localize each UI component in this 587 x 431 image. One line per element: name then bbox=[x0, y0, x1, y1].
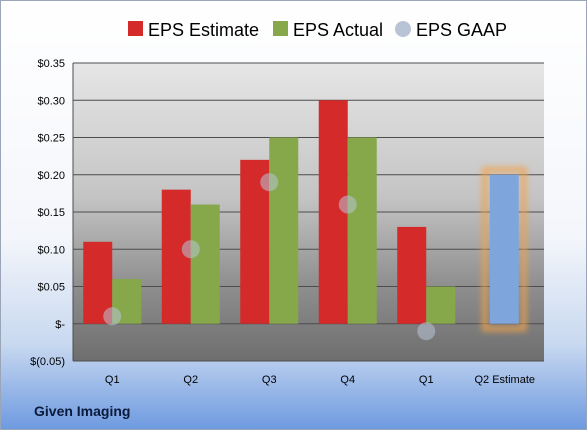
x-tick-label: Q3 bbox=[262, 374, 277, 386]
y-tick-label: $0.05 bbox=[37, 282, 65, 294]
legend-label-estimate: EPS Estimate bbox=[148, 20, 259, 40]
x-tick-label: Q1 bbox=[419, 374, 434, 386]
gaap-point bbox=[181, 240, 200, 259]
legend-swatch-gaap bbox=[395, 21, 411, 37]
y-tick-label: $0.30 bbox=[37, 95, 65, 107]
x-tick-label: Q2 Estimate bbox=[474, 374, 535, 386]
y-tick-label: $(0.05) bbox=[30, 356, 65, 368]
legend-label-gaap: EPS GAAP bbox=[416, 20, 507, 40]
bar-actual bbox=[426, 286, 456, 324]
legend-swatch-estimate bbox=[128, 21, 143, 36]
x-tick-label: Q2 bbox=[183, 374, 198, 386]
gaap-point bbox=[417, 322, 436, 341]
gaap-point bbox=[260, 173, 279, 192]
x-axis-ticks: Q1 Q2 Q3 Q4 Q1 Q2 Estimate bbox=[105, 374, 535, 386]
legend-swatch-actual bbox=[273, 21, 288, 36]
y-tick-label: $0.25 bbox=[37, 133, 65, 145]
legend-label-actual: EPS Actual bbox=[293, 20, 383, 40]
y-tick-label: $0.20 bbox=[37, 170, 65, 182]
gaap-point bbox=[103, 307, 122, 326]
y-tick-label: $0.35 bbox=[37, 58, 65, 70]
y-tick-label: $0.10 bbox=[37, 244, 65, 256]
y-axis-ticks: $0.35 $0.30 $0.25 $0.20 $0.15 $0.10 $0.05 $- $(0… bbox=[30, 58, 65, 368]
x-tick-label: Q1 bbox=[105, 374, 120, 386]
bar-actual bbox=[269, 137, 299, 324]
bar-estimate bbox=[397, 226, 427, 324]
gaap-point bbox=[338, 195, 357, 214]
bar-estimate bbox=[489, 174, 519, 324]
bars bbox=[83, 100, 527, 332]
y-tick-label: $0.15 bbox=[37, 207, 65, 219]
gaap-points bbox=[103, 173, 436, 341]
legend: EPS Estimate EPS Actual EPS GAAP bbox=[128, 20, 507, 40]
company-name: Given Imaging bbox=[34, 403, 131, 419]
gridlines bbox=[72, 62, 544, 362]
y-tick-label: $- bbox=[55, 319, 65, 331]
estimate-highlight bbox=[481, 166, 527, 332]
bar-actual bbox=[347, 137, 377, 324]
bar-actual bbox=[190, 204, 220, 324]
x-tick-label: Q4 bbox=[340, 374, 355, 386]
